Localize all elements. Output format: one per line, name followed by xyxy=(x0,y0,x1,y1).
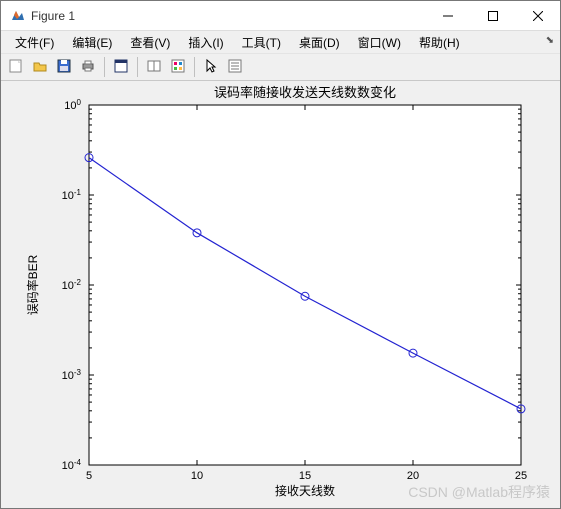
maximize-icon xyxy=(488,11,498,21)
close-icon xyxy=(533,11,543,21)
link-icon xyxy=(146,58,162,77)
x-tick-label: 5 xyxy=(86,470,92,482)
x-tick-label: 15 xyxy=(299,470,311,482)
toolbar-separator xyxy=(137,57,138,77)
figure-window: Figure 1 文件(F)编辑(E)查看(V)插入(I)工具(T)桌面(D)窗… xyxy=(0,0,561,509)
menu-item-3[interactable]: 插入(I) xyxy=(180,32,231,53)
chart: 误码率随接收发送天线数数变化 5 10 15 20 25 接收天线数 10-4 10-3 10-2… xyxy=(1,81,560,508)
new-figure-icon xyxy=(8,58,24,77)
menu-item-4[interactable]: 工具(T) xyxy=(234,32,289,53)
toolbar xyxy=(1,53,560,81)
y-tick-label: 10-1 xyxy=(62,188,82,203)
pointer-button[interactable] xyxy=(200,56,222,78)
menu-item-2[interactable]: 查看(V) xyxy=(122,32,178,53)
open-button[interactable] xyxy=(29,56,51,78)
print-icon xyxy=(80,58,96,77)
menu-item-6[interactable]: 窗口(W) xyxy=(350,32,409,53)
minimize-icon xyxy=(443,11,453,21)
print-button[interactable] xyxy=(77,56,99,78)
window-title: Figure 1 xyxy=(31,9,425,23)
toolbar-separator xyxy=(104,57,105,77)
new-figure-button[interactable] xyxy=(5,56,27,78)
menu-item-5[interactable]: 桌面(D) xyxy=(291,32,348,53)
plot-area: 误码率随接收发送天线数数变化 5 10 15 20 25 接收天线数 10-4 10-3 10-2… xyxy=(1,81,560,508)
minimize-button[interactable] xyxy=(425,1,470,30)
window-controls xyxy=(425,1,560,30)
insert-legend-button[interactable] xyxy=(224,56,246,78)
x-axis-label: 接收天线数 xyxy=(275,483,335,498)
save-button[interactable] xyxy=(53,56,75,78)
save-icon xyxy=(56,58,72,77)
titlebar: Figure 1 xyxy=(1,1,560,31)
toolbar-separator xyxy=(194,57,195,77)
y-tick-label: 100 xyxy=(64,98,81,113)
y-axis-label: 误码率BER xyxy=(25,254,40,315)
menubar: 文件(F)编辑(E)查看(V)插入(I)工具(T)桌面(D)窗口(W)帮助(H)… xyxy=(1,31,560,53)
link-button[interactable] xyxy=(143,56,165,78)
y-tick-label: 10-2 xyxy=(62,278,82,293)
matlab-logo-icon xyxy=(9,8,25,24)
chart-title: 误码率随接收发送天线数数变化 xyxy=(214,85,396,100)
data-cursor-button[interactable] xyxy=(110,56,132,78)
pointer-icon xyxy=(203,58,219,77)
close-button[interactable] xyxy=(515,1,560,30)
y-tick-label: 10-3 xyxy=(62,368,82,383)
x-tick-label: 10 xyxy=(191,470,203,482)
insert-legend-icon xyxy=(227,58,243,77)
colorbar-icon xyxy=(170,58,186,77)
axes-box xyxy=(89,105,521,465)
x-tick-label: 20 xyxy=(407,470,419,482)
colorbar-button[interactable] xyxy=(167,56,189,78)
maximize-button[interactable] xyxy=(470,1,515,30)
x-tick-label: 25 xyxy=(515,470,527,482)
data-cursor-icon xyxy=(113,58,129,77)
menu-item-0[interactable]: 文件(F) xyxy=(7,32,62,53)
menu-item-1[interactable]: 编辑(E) xyxy=(64,32,120,53)
menu-item-7[interactable]: 帮助(H) xyxy=(411,32,468,53)
y-tick-label: 10-4 xyxy=(62,458,82,473)
menubar-overflow-icon[interactable]: ⬊ xyxy=(546,35,554,46)
open-icon xyxy=(32,58,48,77)
